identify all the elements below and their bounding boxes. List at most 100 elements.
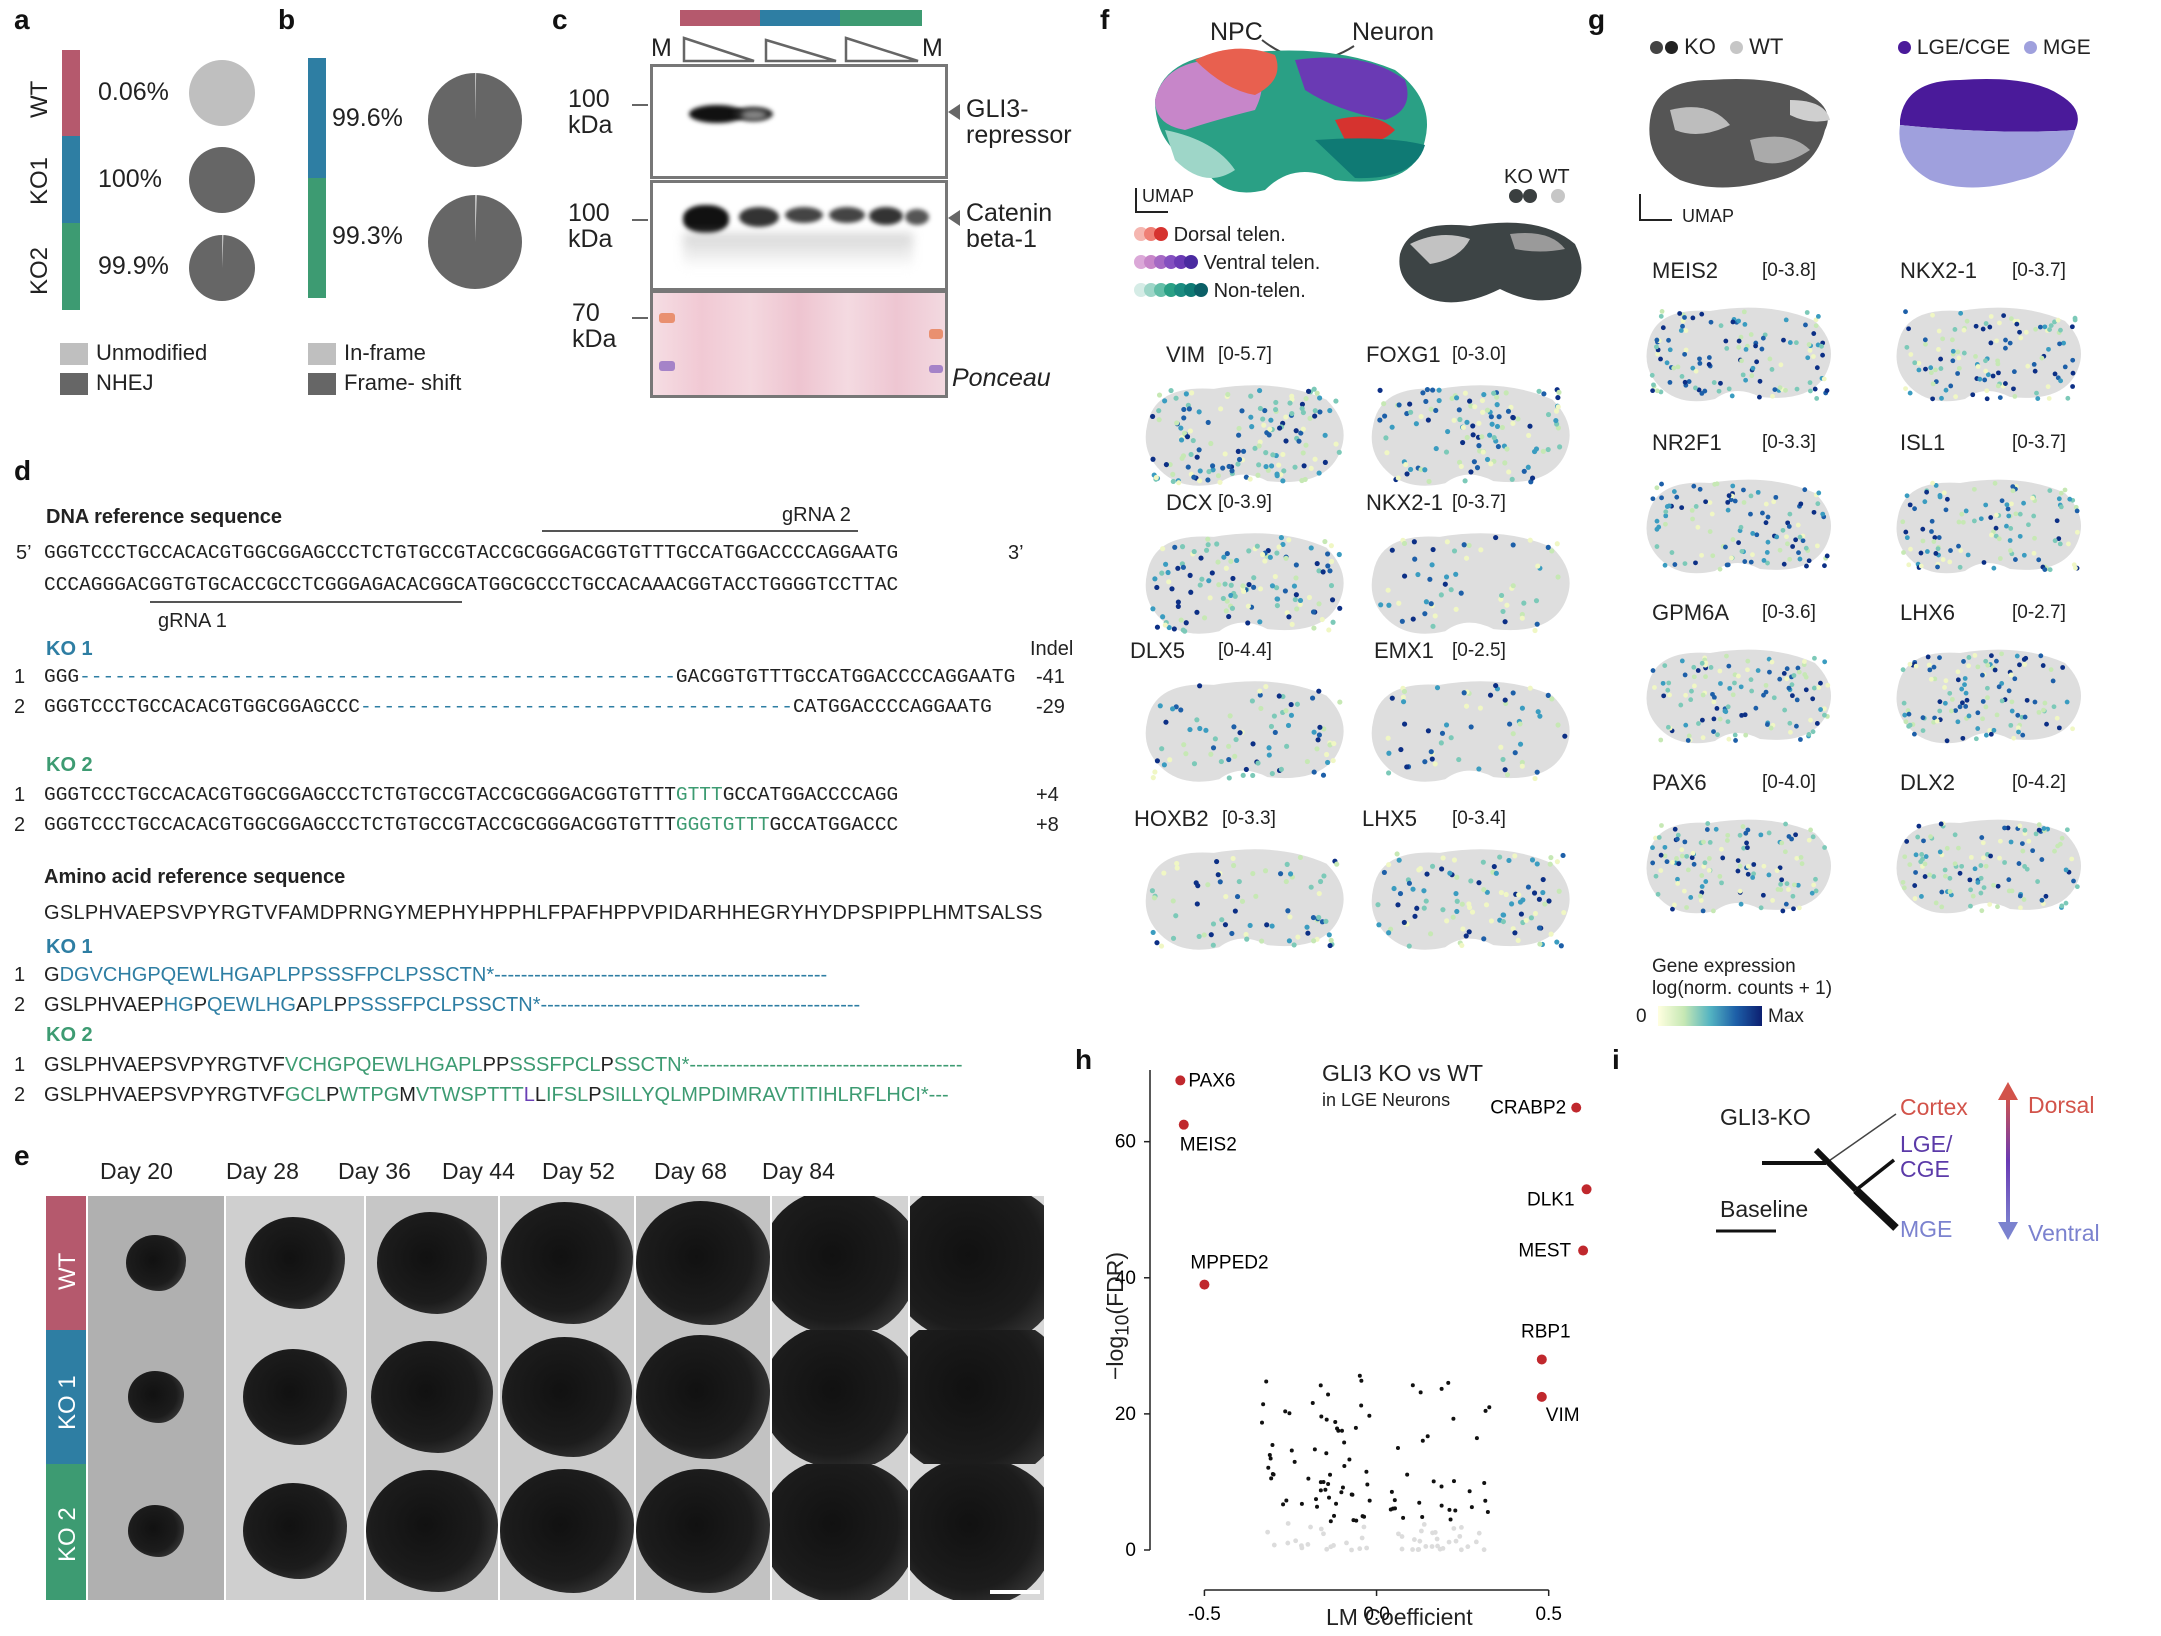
gene-point (1485, 1510, 1490, 1515)
gene-name: DCX (1166, 490, 1213, 515)
gene-point (1359, 1535, 1365, 1541)
colorbar-max: Max (1768, 1006, 1804, 1027)
ylabel-text: −log (1102, 1335, 1128, 1380)
row-number: 2 (14, 1084, 26, 1106)
gene-point (1434, 1536, 1440, 1542)
feature-umap (1646, 307, 1832, 402)
band (829, 207, 865, 223)
marker-band (929, 329, 943, 339)
ko1-percent: 100% (98, 165, 162, 193)
umap-axis-label-g: UMAP (1682, 206, 1735, 226)
day-label: Day 28 (226, 1158, 299, 1184)
umap-region-clusters (1155, 48, 1427, 193)
seq-segment: SILLYQLMPDIMRAVTITIHLRFLHCI*--- (601, 1084, 949, 1106)
gene-point (1416, 1546, 1422, 1552)
ko1-row-bar (46, 1330, 86, 1464)
prime5: 5’ (16, 542, 32, 564)
gene-point (1474, 1436, 1479, 1441)
band-pointer (948, 104, 960, 120)
gene-point (1362, 1514, 1367, 1519)
gene-point (1318, 1488, 1323, 1493)
ko-label: KO (1684, 34, 1716, 59)
gene-point (1318, 1383, 1323, 1388)
gene-point (1420, 1438, 1425, 1443)
kda-tick (632, 219, 648, 221)
organoid (772, 1196, 908, 1330)
row-number: 2 (14, 696, 26, 718)
feature-umap (1896, 479, 2082, 574)
seq-segment: GCL (284, 1084, 326, 1106)
prime3: 3’ (1008, 542, 1024, 564)
legend-swatch (60, 373, 88, 396)
volcano-xlabel: LM Coefficient (1326, 1604, 1473, 1630)
umap-axis-label: UMAP (1142, 186, 1195, 206)
gene-label: DLK1 (1527, 1189, 1575, 1210)
expression-range: [0-2.5] (1452, 640, 1506, 661)
organoid (128, 1505, 184, 1557)
gene-label: MEST (1518, 1241, 1571, 1262)
day-label: Day 44 (442, 1158, 515, 1184)
ko-wt-legend: KO WT (1504, 166, 1570, 189)
cortex-label: Cortex (1900, 1094, 1968, 1120)
gene-point (1405, 1472, 1410, 1477)
indel-header: Indel (1030, 638, 1074, 660)
ko1-allele1: GGG-------------------------------------… (44, 666, 1015, 688)
aa-title: Amino acid reference sequence (44, 866, 346, 888)
gradient-triangles (682, 36, 919, 63)
panel-label-a: a (14, 4, 30, 35)
gene-point (1410, 1383, 1415, 1388)
legend-dot (1730, 41, 1744, 54)
organoid (501, 1202, 633, 1324)
gene-name: ISL1 (1900, 430, 1946, 455)
gene-name: NKX2-1 (1366, 490, 1444, 515)
ko1-color-bar (62, 136, 80, 223)
seq-segment: G (44, 964, 60, 986)
row-label-wt: WT (26, 80, 53, 118)
gene-point (1418, 1390, 1423, 1395)
gene-point (1344, 1540, 1349, 1546)
gene-point (1342, 1463, 1347, 1468)
insertion: GTTT (675, 784, 723, 806)
gene-point (1285, 1540, 1291, 1546)
grna1-line (150, 601, 462, 603)
grna2-line (542, 530, 858, 532)
seq-segment: GSLPHVAEP (44, 994, 164, 1016)
lineage-schematic (1716, 1113, 1899, 1233)
gene-point (1299, 1501, 1304, 1506)
wt-row-bar (46, 1196, 86, 1330)
gene-point (1349, 1547, 1354, 1553)
organoid-image (772, 1464, 908, 1600)
gene-point (1315, 1504, 1320, 1509)
gene-point (1367, 1413, 1372, 1418)
gene-point (1418, 1528, 1424, 1534)
blot-gli3 (650, 64, 948, 179)
seq-segment: GSLPHVAEPSVPYRGTVF (44, 1054, 285, 1076)
band-pointer (948, 210, 960, 226)
row-label-ko2: KO2 (26, 246, 53, 295)
gene-point (1395, 1445, 1400, 1450)
organoid-image (910, 1330, 1044, 1464)
volcano-subtitle: in LGE Neurons (1322, 1090, 1451, 1110)
kda-label-2: 100 kDa (568, 199, 613, 253)
gene-point (1339, 1428, 1344, 1433)
gene-point (1411, 1537, 1417, 1542)
gene-point (1324, 1546, 1330, 1552)
row-label-ko1: KO1 (26, 156, 53, 205)
deletion-dashes: ----------------------------------------… (79, 666, 676, 688)
gene-point (1342, 1440, 1347, 1445)
gene-point (1318, 1480, 1323, 1485)
organoid-image (88, 1196, 224, 1330)
legend-frame-shift: Frame- shift (308, 370, 461, 396)
insertion: GGGTGTTT (675, 814, 770, 836)
organoid (910, 1196, 1044, 1330)
marker-band (659, 313, 675, 323)
row-label-wt-e: WT (54, 1252, 81, 1290)
organoid (243, 1483, 347, 1579)
gene-point (1457, 1533, 1463, 1539)
pie-column-b (428, 72, 522, 289)
gene-point (1453, 1538, 1459, 1544)
gene-point (1425, 1434, 1430, 1439)
organoid (128, 1371, 184, 1423)
organoid (772, 1330, 908, 1464)
gene-label: CRABP2 (1490, 1098, 1566, 1119)
